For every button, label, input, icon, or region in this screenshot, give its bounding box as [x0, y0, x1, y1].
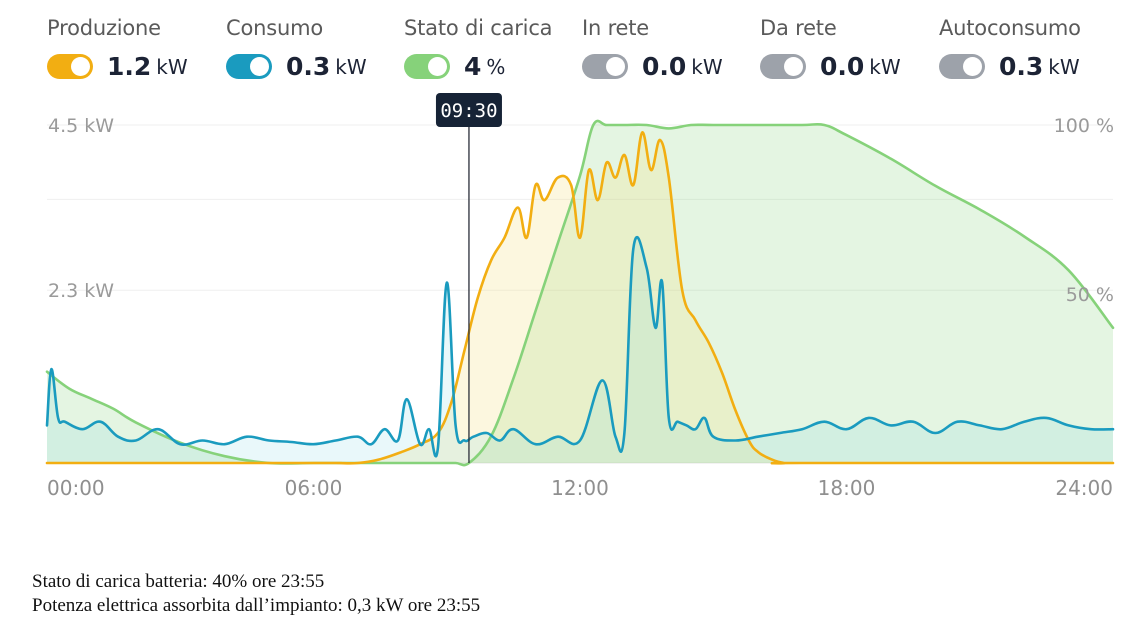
legend-unit: kW	[691, 54, 723, 79]
series-areas	[47, 120, 1113, 466]
x-tick-label: 18:00	[818, 476, 876, 500]
legend-item-consumo: Consumo 0.3 kW	[226, 16, 367, 81]
y-right-tick-label: 100 %	[1054, 115, 1114, 137]
legend-value: 0.0	[642, 52, 687, 81]
toggle-knob	[784, 57, 803, 76]
y-left-tick-label: 4.5 kW	[48, 115, 114, 137]
legend-unit: kW	[869, 54, 901, 79]
footnote-battery: Stato di carica batteria: 40% ore 23:55	[32, 571, 325, 592]
legend-label: Da rete	[760, 16, 837, 40]
legend-value: 1.2	[107, 52, 152, 81]
legend-label: Stato di carica	[404, 16, 553, 40]
x-axis: 00:00 06:00 12:00 18:00 24:00	[47, 476, 1113, 500]
y-left-tick-label: 2.3 kW	[48, 280, 114, 302]
footnotes: Stato di carica batteria: 40% ore 23:55 …	[32, 570, 480, 618]
legend-value: 0.3	[999, 52, 1044, 81]
footnote-power: Potenza elettrica assorbita dall’impiant…	[32, 595, 481, 616]
toggle-knob	[606, 57, 625, 76]
toggle-knob	[963, 57, 982, 76]
toggle-autoconsumo[interactable]	[939, 54, 985, 79]
toggle-in-rete[interactable]	[582, 54, 628, 79]
legend-label: Autoconsumo	[939, 16, 1081, 40]
y-axis: 2.3 kW 4.5 kW 50 % 100 %	[48, 115, 1114, 306]
legend-item-stato-di-carica: Stato di carica 4%	[404, 16, 553, 81]
x-tick-label: 06:00	[285, 476, 343, 500]
legend-unit: %	[486, 54, 506, 79]
toggle-produzione[interactable]	[47, 54, 93, 79]
line-stato-di-carica	[45, 119, 1115, 467]
toggle-stato-di-carica[interactable]	[404, 54, 450, 79]
legend-item-in-rete: In rete 0.0 kW	[582, 16, 723, 81]
x-tick-label: 00:00	[47, 476, 105, 500]
legend-label: Consumo	[226, 16, 323, 40]
toggle-knob	[428, 57, 447, 76]
legend-value: 4	[464, 52, 482, 81]
legend-value: 0.3	[286, 52, 331, 81]
legend-label: Produzione	[47, 16, 161, 40]
toggle-knob	[71, 57, 90, 76]
legend-item-autoconsumo: Autoconsumo 0.3 kW	[939, 16, 1081, 81]
energy-chart: 2.3 kW 4.5 kW 50 % 100 % 00:00 06:00 12:00 18:…	[45, 93, 1115, 500]
time-cursor: 09:30	[435, 93, 502, 463]
legend-value: 0.0	[820, 52, 865, 81]
y-right-tick-label: 50 %	[1066, 284, 1114, 306]
legend: Produzione 1.2 kW Consumo 0.3 kW Stato di cari…	[0, 0, 1140, 100]
toggle-da-rete[interactable]	[760, 54, 806, 79]
legend-item-da-rete: Da rete 0.0 kW	[760, 16, 901, 81]
line-consumo	[45, 236, 1115, 458]
legend-item-produzione: Produzione 1.2 kW	[47, 16, 188, 81]
toggle-consumo[interactable]	[226, 54, 272, 79]
legend-label: In rete	[582, 16, 650, 40]
area-stato-di-carica	[47, 120, 1113, 466]
toggle-knob	[250, 57, 269, 76]
legend-unit: kW	[156, 54, 188, 79]
x-tick-label: 12:00	[551, 476, 609, 500]
area-consumo	[47, 237, 1113, 463]
cursor-badge	[435, 93, 502, 127]
area-produzione	[47, 132, 1113, 464]
x-tick-label: 24:00	[1055, 476, 1113, 500]
legend-unit: kW	[1048, 54, 1080, 79]
series-lines	[45, 119, 1115, 467]
cursor-time: 09:30	[440, 100, 497, 122]
legend-unit: kW	[335, 54, 367, 79]
